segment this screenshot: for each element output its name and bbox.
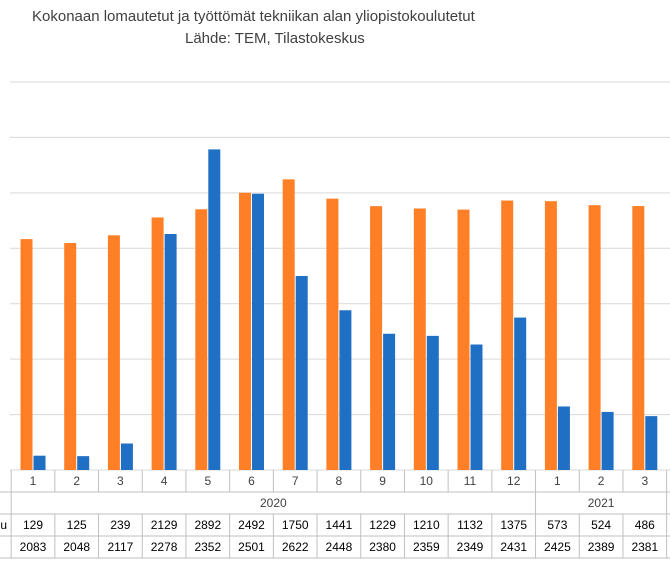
data-label-orange: 2380 bbox=[369, 540, 396, 554]
data-label-orange: 2448 bbox=[326, 540, 353, 554]
bar-orange-7 bbox=[282, 179, 295, 470]
bar-blue-7 bbox=[295, 276, 308, 470]
chart-subtitle: Lähde: TEM, Tilastokeskus bbox=[185, 30, 365, 47]
x-tick-label: 3 bbox=[641, 474, 648, 488]
bar-orange-6 bbox=[239, 192, 251, 471]
bar-blue-6 bbox=[252, 193, 264, 470]
x-tick-label: 3 bbox=[117, 474, 124, 488]
bar-orange-4 bbox=[151, 217, 164, 470]
bar-blue-9 bbox=[383, 333, 396, 470]
data-label-blue: 573 bbox=[547, 518, 567, 532]
data-label-orange: 2048 bbox=[63, 540, 90, 554]
bar-blue-8 bbox=[339, 310, 352, 470]
data-label-orange: 2278 bbox=[151, 540, 178, 554]
data-label-orange: 2431 bbox=[500, 540, 527, 554]
data-label-blue: 1210 bbox=[413, 518, 440, 532]
data-label-orange: 2083 bbox=[20, 540, 47, 554]
row-label-blue: u bbox=[0, 518, 7, 532]
bar-orange-10 bbox=[413, 208, 426, 470]
bar-orange-13 bbox=[544, 201, 557, 470]
bar-orange-1 bbox=[20, 239, 33, 470]
x-tick-label: 10 bbox=[420, 474, 434, 488]
year-label-2020: 2020 bbox=[260, 496, 287, 510]
x-tick-label: 2 bbox=[598, 474, 605, 488]
data-label-blue: 1132 bbox=[457, 518, 483, 532]
data-label-orange: 2381 bbox=[631, 540, 658, 554]
data-label-orange: 2352 bbox=[194, 540, 221, 554]
bar-orange-5 bbox=[195, 209, 208, 470]
bar-blue-11 bbox=[470, 344, 483, 470]
x-tick-label: 2 bbox=[73, 474, 80, 488]
x-tick-label: 8 bbox=[336, 474, 343, 488]
bar-orange-3 bbox=[107, 235, 120, 470]
bar-blue-4 bbox=[164, 233, 177, 470]
x-tick-label: 1 bbox=[30, 474, 37, 488]
data-label-orange: 2359 bbox=[413, 540, 440, 554]
bar-orange-15 bbox=[632, 206, 645, 471]
data-label-blue: 486 bbox=[635, 518, 655, 532]
data-label-blue: 1441 bbox=[326, 518, 353, 532]
data-label-blue: 2492 bbox=[238, 518, 265, 532]
bar-blue-15 bbox=[645, 416, 658, 470]
data-label-orange: 2117 bbox=[107, 540, 133, 554]
bar-blue-2 bbox=[77, 456, 90, 470]
year-label-2021: 2021 bbox=[588, 496, 615, 510]
data-label-blue: 1229 bbox=[369, 518, 396, 532]
data-label-orange: 2501 bbox=[238, 540, 265, 554]
x-tick-label: 7 bbox=[292, 474, 299, 488]
bar-blue-12 bbox=[514, 317, 527, 470]
x-tick-label: 4 bbox=[161, 474, 168, 488]
data-label-orange: 2425 bbox=[544, 540, 571, 554]
data-label-blue: 239 bbox=[110, 518, 130, 532]
data-label-orange: 2389 bbox=[588, 540, 615, 554]
bar-orange-14 bbox=[588, 205, 601, 470]
bar-blue-3 bbox=[120, 443, 133, 470]
bar-orange-9 bbox=[370, 206, 383, 470]
x-tick-label: 11 bbox=[464, 474, 477, 488]
x-tick-label: 12 bbox=[507, 474, 521, 488]
chart-title-block: Kokonaan lomautetut ja työttömät tekniik… bbox=[0, 6, 670, 50]
data-label-blue: 125 bbox=[67, 518, 87, 532]
data-label-blue: 1375 bbox=[500, 518, 527, 532]
bar-blue-13 bbox=[557, 406, 570, 470]
chart-title: Kokonaan lomautetut ja työttömät tekniik… bbox=[32, 8, 475, 25]
bar-orange-2 bbox=[64, 242, 77, 470]
bar-orange-8 bbox=[326, 198, 339, 471]
x-tick-label: 6 bbox=[248, 474, 255, 488]
data-label-orange: 2622 bbox=[282, 540, 309, 554]
data-label-blue: 524 bbox=[591, 518, 611, 532]
x-tick-label: 1 bbox=[554, 474, 561, 488]
data-label-blue: 2129 bbox=[151, 518, 178, 532]
data-label-blue: 129 bbox=[23, 518, 43, 532]
data-label-blue: 2892 bbox=[194, 518, 221, 532]
bar-blue-14 bbox=[601, 411, 614, 470]
x-tick-label: 9 bbox=[379, 474, 386, 488]
bar-blue-10 bbox=[426, 335, 439, 470]
bar-blue-1 bbox=[33, 455, 46, 470]
data-label-blue: 1750 bbox=[282, 518, 309, 532]
x-tick-label: 5 bbox=[204, 474, 211, 488]
data-label-orange: 2349 bbox=[457, 540, 484, 554]
bar-blue-5 bbox=[208, 149, 221, 471]
bar-orange-11 bbox=[457, 209, 470, 471]
bar-orange-12 bbox=[501, 200, 514, 470]
